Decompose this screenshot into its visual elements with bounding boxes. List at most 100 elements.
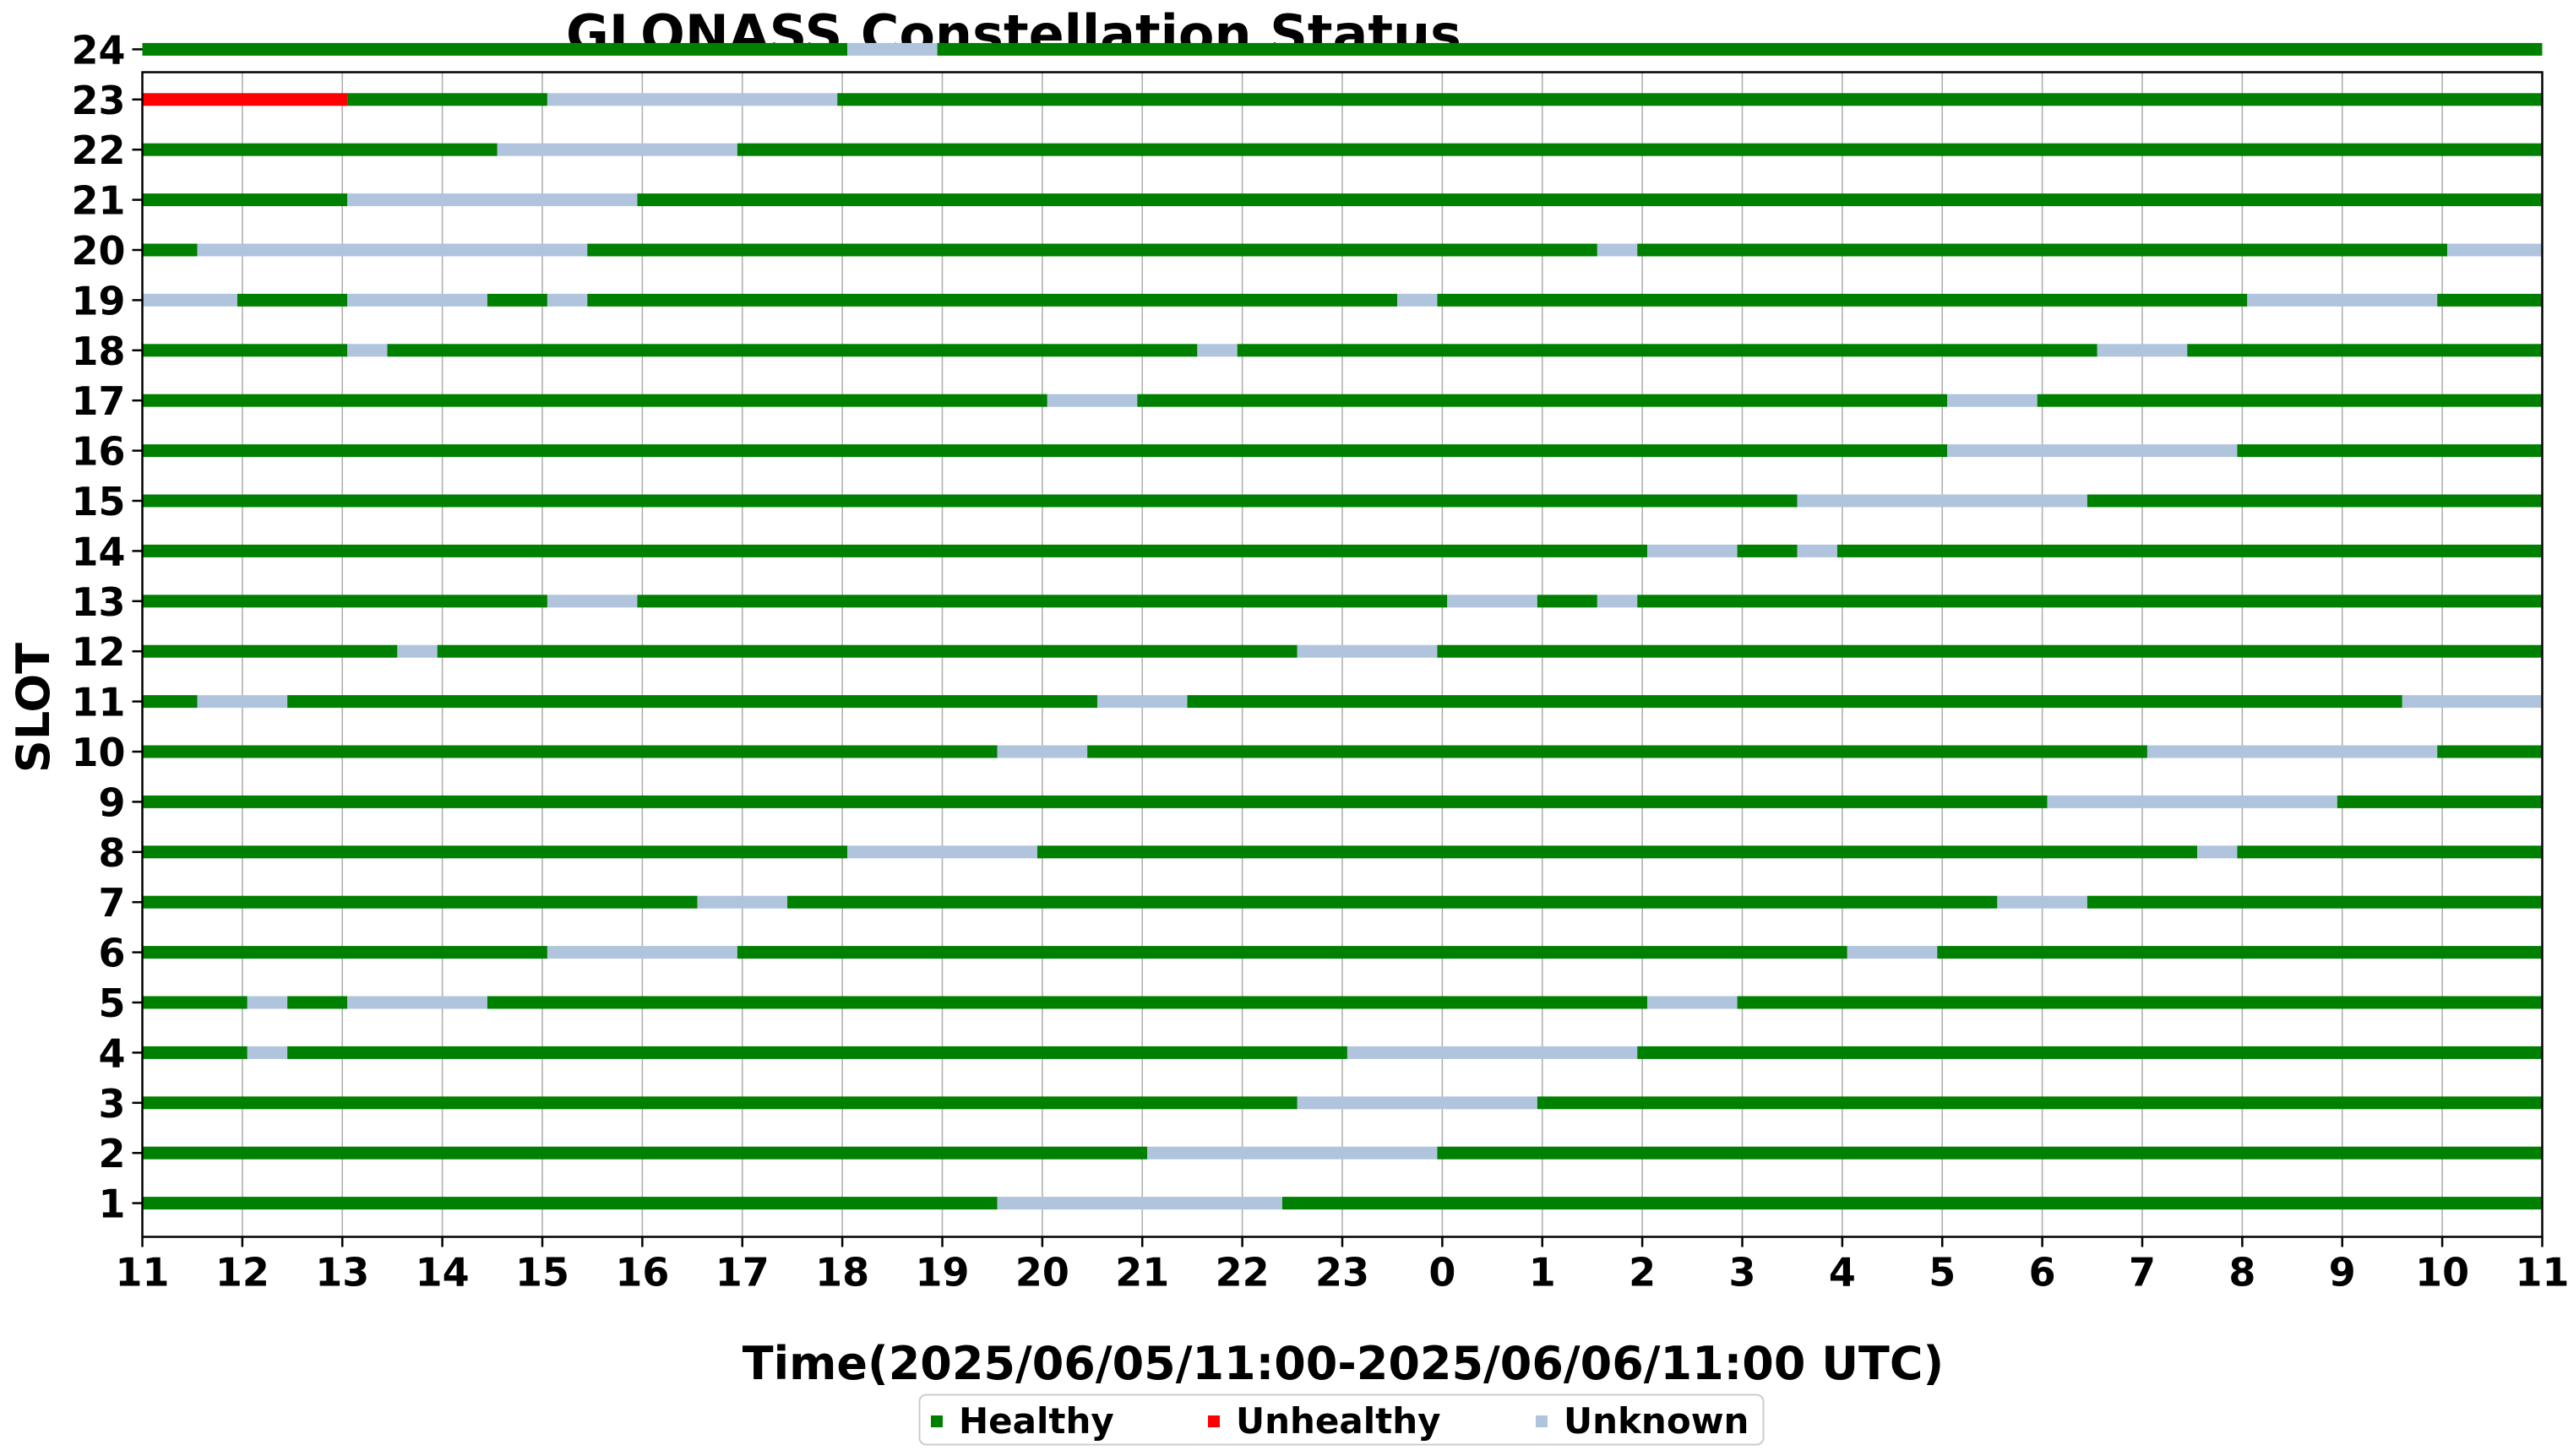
axis-ticks: 11 12 13 14 15 16 17 18 19 20 21 22 23 0 1 2 3 4 5 6 7 8 9 10 11…	[71, 27, 2568, 1295]
status-bar-healthy	[287, 1046, 1347, 1059]
status-bar-unknown	[197, 695, 288, 709]
status-bar-healthy	[1187, 695, 2402, 709]
status-bar-healthy	[142, 695, 198, 709]
x-tick-label: 15	[515, 1250, 569, 1296]
x-tick-label: 19	[915, 1250, 969, 1296]
status-bar-unknown	[1597, 243, 1638, 257]
status-bar-unknown	[2247, 293, 2438, 307]
y-tick-label: 12	[71, 629, 125, 675]
status-bar-healthy	[2086, 895, 2543, 909]
y-tick-label: 2	[98, 1131, 125, 1176]
status-bar-unknown	[1797, 494, 2087, 508]
status-bar-unknown	[1197, 344, 1238, 357]
y-tick-label: 14	[71, 529, 125, 574]
status-bar-healthy	[1036, 845, 2198, 859]
status-bar-unknown	[547, 946, 737, 959]
x-tick-label: 14	[416, 1250, 470, 1296]
status-bar-unknown	[547, 293, 588, 307]
status-bar-unknown	[1647, 544, 1738, 557]
status-bar-healthy	[142, 996, 248, 1009]
status-bar-unknown	[1297, 644, 1438, 658]
status-bar-healthy	[787, 895, 1998, 909]
status-bar-unknown	[847, 42, 938, 56]
status-bar-healthy	[142, 644, 398, 658]
status-bar-unknown	[1947, 394, 2038, 407]
y-tick-label: 22	[71, 128, 125, 173]
y-tick-label: 7	[98, 880, 125, 926]
x-tick-label: 3	[1728, 1250, 1755, 1296]
status-bar-healthy	[2437, 293, 2543, 307]
y-tick-label: 10	[71, 730, 125, 775]
x-tick-label: 11	[115, 1250, 169, 1296]
x-tick-label: 21	[1115, 1250, 1169, 1296]
x-axis-label: Time(2025/06/05/11:00-2025/06/06/11:00 U…	[743, 1337, 1944, 1390]
status-bar-healthy	[737, 143, 2543, 156]
status-bar-healthy	[142, 143, 498, 156]
x-tick-label: 6	[2029, 1250, 2056, 1296]
status-bar-unknown	[1096, 695, 1188, 709]
legend-frame	[918, 1394, 1765, 1446]
status-bar-unknown	[247, 1046, 288, 1059]
y-tick-label: 8	[98, 830, 125, 876]
status-bar-unknown	[1347, 1046, 1638, 1059]
status-bar-healthy	[2437, 745, 2543, 758]
status-bar-healthy	[587, 293, 1398, 307]
x-tick-label: 2	[1629, 1250, 1656, 1296]
status-bar-healthy	[587, 243, 1597, 257]
status-bar-unknown	[997, 1197, 1282, 1210]
status-bar-unknown	[1597, 595, 1638, 608]
status-bar-healthy	[2337, 795, 2543, 808]
status-bar-unknown	[1997, 895, 2087, 909]
status-bar-healthy	[1737, 544, 1798, 557]
x-tick-label: 23	[1315, 1250, 1369, 1296]
status-bar-healthy	[142, 243, 198, 257]
y-tick-label: 21	[71, 178, 125, 224]
status-bar-unknown	[2146, 745, 2438, 758]
status-bar-unknown	[347, 996, 487, 1009]
status-bar-unknown	[197, 243, 588, 257]
status-bar-healthy	[1281, 1197, 2543, 1210]
status-bar-unknown	[1797, 544, 1837, 557]
status-bar-healthy	[837, 93, 2543, 106]
y-tick-label: 17	[71, 378, 125, 424]
status-bar-healthy	[142, 1046, 248, 1059]
status-bar-healthy	[142, 946, 547, 959]
status-bar-healthy	[142, 1146, 1148, 1160]
y-tick-label: 9	[98, 780, 125, 825]
y-axis-label: SLOT	[7, 643, 60, 773]
status-bar-healthy	[1537, 595, 1597, 608]
legend-label: Unknown	[1564, 1400, 1749, 1442]
x-tick-label: 4	[1829, 1250, 1856, 1296]
status-bar-healthy	[1637, 243, 2448, 257]
status-bar-unknown	[2402, 695, 2543, 709]
status-bar-unknown	[247, 996, 288, 1009]
x-tick-label: 12	[215, 1250, 269, 1296]
status-bar-healthy	[142, 1096, 1298, 1110]
status-bar-healthy	[142, 845, 848, 859]
y-tick-label: 16	[71, 429, 125, 475]
status-bar-healthy	[142, 42, 848, 56]
status-bar-unknown	[1397, 293, 1438, 307]
y-tick-label: 15	[71, 479, 125, 524]
status-bar-healthy	[437, 644, 1298, 658]
status-bar-unknown	[347, 293, 487, 307]
y-tick-label: 11	[71, 680, 125, 725]
x-tick-label: 22	[1216, 1250, 1270, 1296]
status-bar-healthy	[387, 344, 1198, 357]
y-tick-label: 24	[71, 27, 125, 73]
status-bar-healthy	[1836, 544, 2543, 557]
status-bar-healthy	[142, 595, 547, 608]
x-tick-label: 9	[2329, 1250, 2356, 1296]
status-bar-healthy	[1237, 344, 2097, 357]
status-bar-unknown	[2097, 344, 2188, 357]
status-bar-healthy	[1087, 745, 2147, 758]
status-bar-healthy	[1637, 595, 2543, 608]
status-bar-healthy	[487, 293, 547, 307]
status-bar-healthy	[2086, 494, 2543, 508]
status-bar-healthy	[142, 795, 2048, 808]
x-tick-label: 18	[815, 1250, 869, 1296]
legend-marker	[931, 1415, 943, 1427]
x-tick-label: 7	[2129, 1250, 2156, 1296]
x-tick-label: 17	[715, 1250, 770, 1296]
x-tick-label: 16	[615, 1250, 669, 1296]
